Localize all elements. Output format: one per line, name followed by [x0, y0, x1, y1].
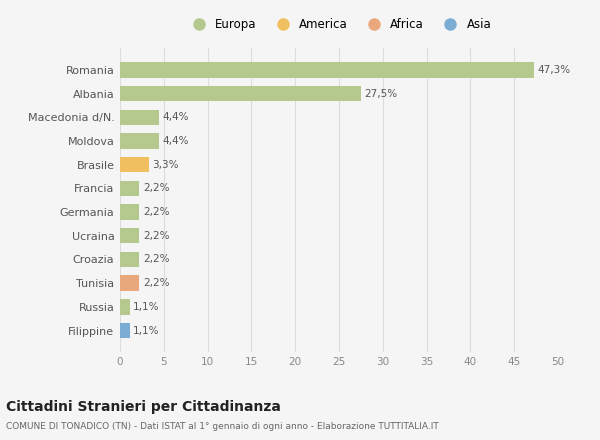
- Bar: [120, 157, 149, 172]
- Bar: [120, 62, 535, 77]
- Text: 1,1%: 1,1%: [133, 326, 160, 336]
- Bar: [120, 252, 139, 267]
- Text: 2,2%: 2,2%: [143, 207, 169, 217]
- Legend: Europa, America, Africa, Asia: Europa, America, Africa, Asia: [187, 18, 491, 31]
- Text: Cittadini Stranieri per Cittadinanza: Cittadini Stranieri per Cittadinanza: [6, 400, 281, 414]
- Text: 2,2%: 2,2%: [143, 254, 169, 264]
- Text: 47,3%: 47,3%: [538, 65, 571, 75]
- Text: 27,5%: 27,5%: [364, 88, 398, 99]
- Bar: [120, 86, 361, 101]
- Bar: [120, 110, 158, 125]
- Bar: [120, 204, 139, 220]
- Bar: [120, 299, 130, 315]
- Text: 2,2%: 2,2%: [143, 183, 169, 193]
- Bar: [120, 181, 139, 196]
- Bar: [120, 323, 130, 338]
- Text: 1,1%: 1,1%: [133, 302, 160, 312]
- Text: COMUNE DI TONADICO (TN) - Dati ISTAT al 1° gennaio di ogni anno - Elaborazione T: COMUNE DI TONADICO (TN) - Dati ISTAT al …: [6, 422, 439, 431]
- Text: 4,4%: 4,4%: [162, 136, 188, 146]
- Text: 2,2%: 2,2%: [143, 278, 169, 288]
- Text: 2,2%: 2,2%: [143, 231, 169, 241]
- Bar: [120, 133, 158, 149]
- Bar: [120, 275, 139, 291]
- Bar: [120, 228, 139, 243]
- Text: 3,3%: 3,3%: [152, 160, 179, 170]
- Text: 4,4%: 4,4%: [162, 112, 188, 122]
